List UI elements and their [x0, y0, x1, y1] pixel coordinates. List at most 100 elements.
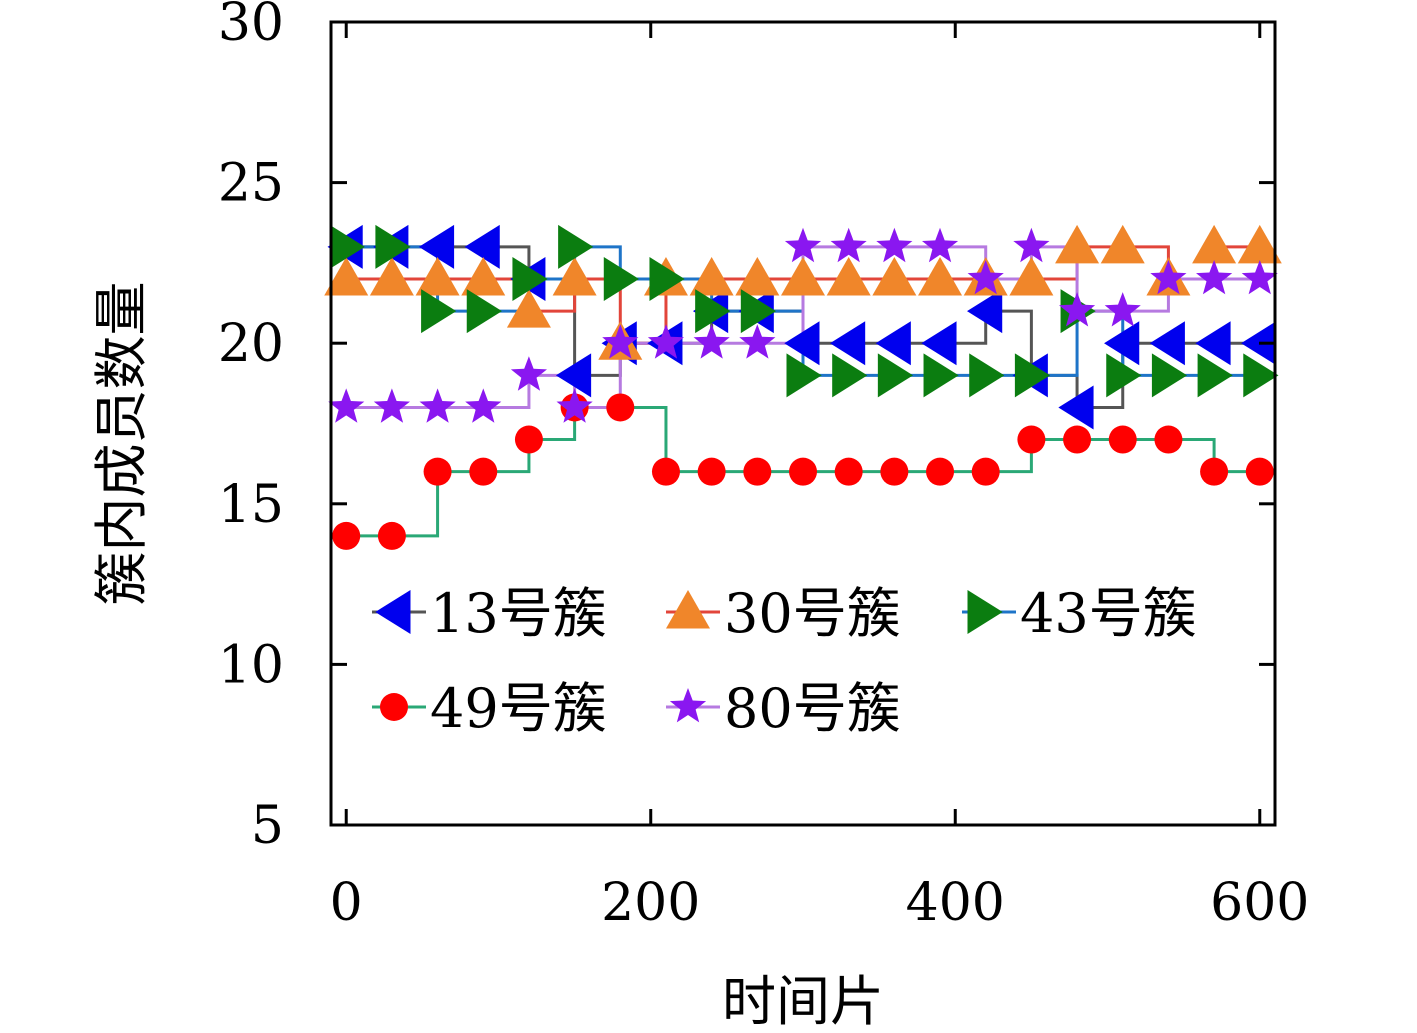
legend-label: 80号簇 [724, 677, 901, 740]
data-point-marker [689, 256, 734, 296]
data-point-marker [830, 227, 867, 263]
data-point-marker [1104, 321, 1140, 366]
legend-item: 80号簇 [666, 677, 901, 740]
series-markers-4 [328, 227, 1278, 423]
data-point-marker [743, 457, 772, 486]
data-point-marker [880, 457, 909, 486]
y-tick-label: 15 [218, 475, 284, 535]
data-point-marker [1108, 425, 1137, 454]
data-point-marker [464, 224, 500, 269]
data-point-marker [1100, 224, 1145, 264]
data-point-marker [647, 324, 684, 359]
data-point-marker [829, 321, 866, 366]
data-point-marker [1013, 227, 1050, 263]
x-tick-label: 200 [601, 873, 700, 933]
data-point-marker [415, 256, 460, 296]
data-point-marker [921, 321, 957, 366]
data-point-marker [875, 321, 911, 366]
x-tick-label: 600 [1210, 873, 1309, 933]
data-point-marker [695, 289, 731, 334]
data-point-marker [926, 457, 955, 486]
data-point-marker [649, 256, 685, 301]
data-point-marker [1243, 353, 1279, 398]
data-point-marker [1017, 425, 1046, 454]
legend-marker [375, 590, 411, 634]
legend-item: 13号簇 [372, 582, 607, 645]
data-point-marker [697, 457, 726, 486]
data-point-marker [506, 289, 551, 328]
x-axis-title: 时间片 [722, 970, 884, 1033]
x-axis-ticks: 0 200 400 600 [330, 22, 1309, 933]
series-markers [324, 224, 1282, 550]
data-point-marker [969, 353, 1005, 398]
data-point-marker [373, 388, 410, 423]
data-point-marker [558, 224, 594, 269]
data-point-marker [735, 256, 780, 296]
data-point-marker [514, 425, 543, 454]
data-point-marker [375, 224, 411, 269]
data-point-marker [651, 457, 680, 486]
data-point-marker [834, 457, 863, 486]
data-point-marker [877, 353, 914, 398]
data-point-marker [1241, 260, 1278, 295]
data-point-marker [876, 227, 913, 263]
data-point-marker [1058, 385, 1094, 430]
data-point-marker [555, 353, 592, 398]
x-tick-label: 0 [330, 873, 363, 933]
legend-marker [666, 590, 710, 629]
legend-item: 30号簇 [666, 582, 901, 645]
data-point-marker [1237, 224, 1282, 264]
data-point-marker [423, 457, 452, 486]
data-point-marker [324, 256, 369, 296]
data-point-marker [461, 256, 506, 296]
data-point-marker [421, 289, 457, 334]
data-point-marker [1151, 353, 1188, 398]
y-tick-label: 30 [218, 0, 284, 53]
y-axis-title: 簇内成员数量 [90, 282, 153, 606]
legend-label: 13号簇 [430, 582, 607, 645]
y-tick-label: 5 [251, 796, 284, 856]
data-point-marker [418, 224, 455, 269]
data-point-marker [693, 324, 730, 359]
data-point-marker [377, 521, 406, 550]
data-point-marker [1200, 457, 1229, 486]
legend-marker [380, 693, 408, 721]
legend-label: 49号簇 [430, 677, 607, 740]
legend: 13号簇 30号簇 43号簇 49号簇 80号簇 [372, 582, 1197, 740]
data-point-marker [602, 324, 639, 359]
data-point-marker [465, 388, 502, 423]
data-point-marker [1014, 353, 1051, 398]
data-point-marker [1196, 260, 1233, 295]
y-tick-label: 10 [218, 635, 284, 695]
legend-item: 49号簇 [372, 677, 607, 740]
data-point-marker [1241, 321, 1277, 366]
data-point-marker [784, 321, 820, 366]
data-point-marker [922, 227, 959, 263]
data-point-marker [466, 289, 502, 334]
data-point-marker [1106, 353, 1142, 398]
legend-item: 43号簇 [962, 582, 1197, 645]
plot-frame [329, 20, 1277, 827]
data-point-marker [1197, 353, 1233, 398]
data-point-marker [606, 393, 635, 422]
data-point-marker [329, 224, 365, 269]
data-point-marker [1149, 321, 1185, 366]
data-point-marker [781, 256, 825, 296]
data-point-marker [826, 256, 871, 296]
data-point-marker [328, 388, 365, 423]
data-point-marker [1009, 256, 1054, 296]
data-point-marker [918, 256, 963, 296]
data-point-marker [740, 289, 777, 334]
data-point-marker [832, 353, 868, 398]
data-point-marker [967, 260, 1004, 295]
data-point-marker [1245, 457, 1274, 486]
data-point-marker [967, 289, 1003, 334]
data-point-marker [1192, 224, 1237, 264]
data-point-marker [1059, 292, 1096, 327]
data-point-marker [1063, 425, 1092, 454]
data-point-marker [1104, 292, 1141, 327]
legend-marker [967, 590, 1003, 634]
data-point-marker [332, 521, 361, 550]
series-markers-3 [332, 393, 1274, 550]
